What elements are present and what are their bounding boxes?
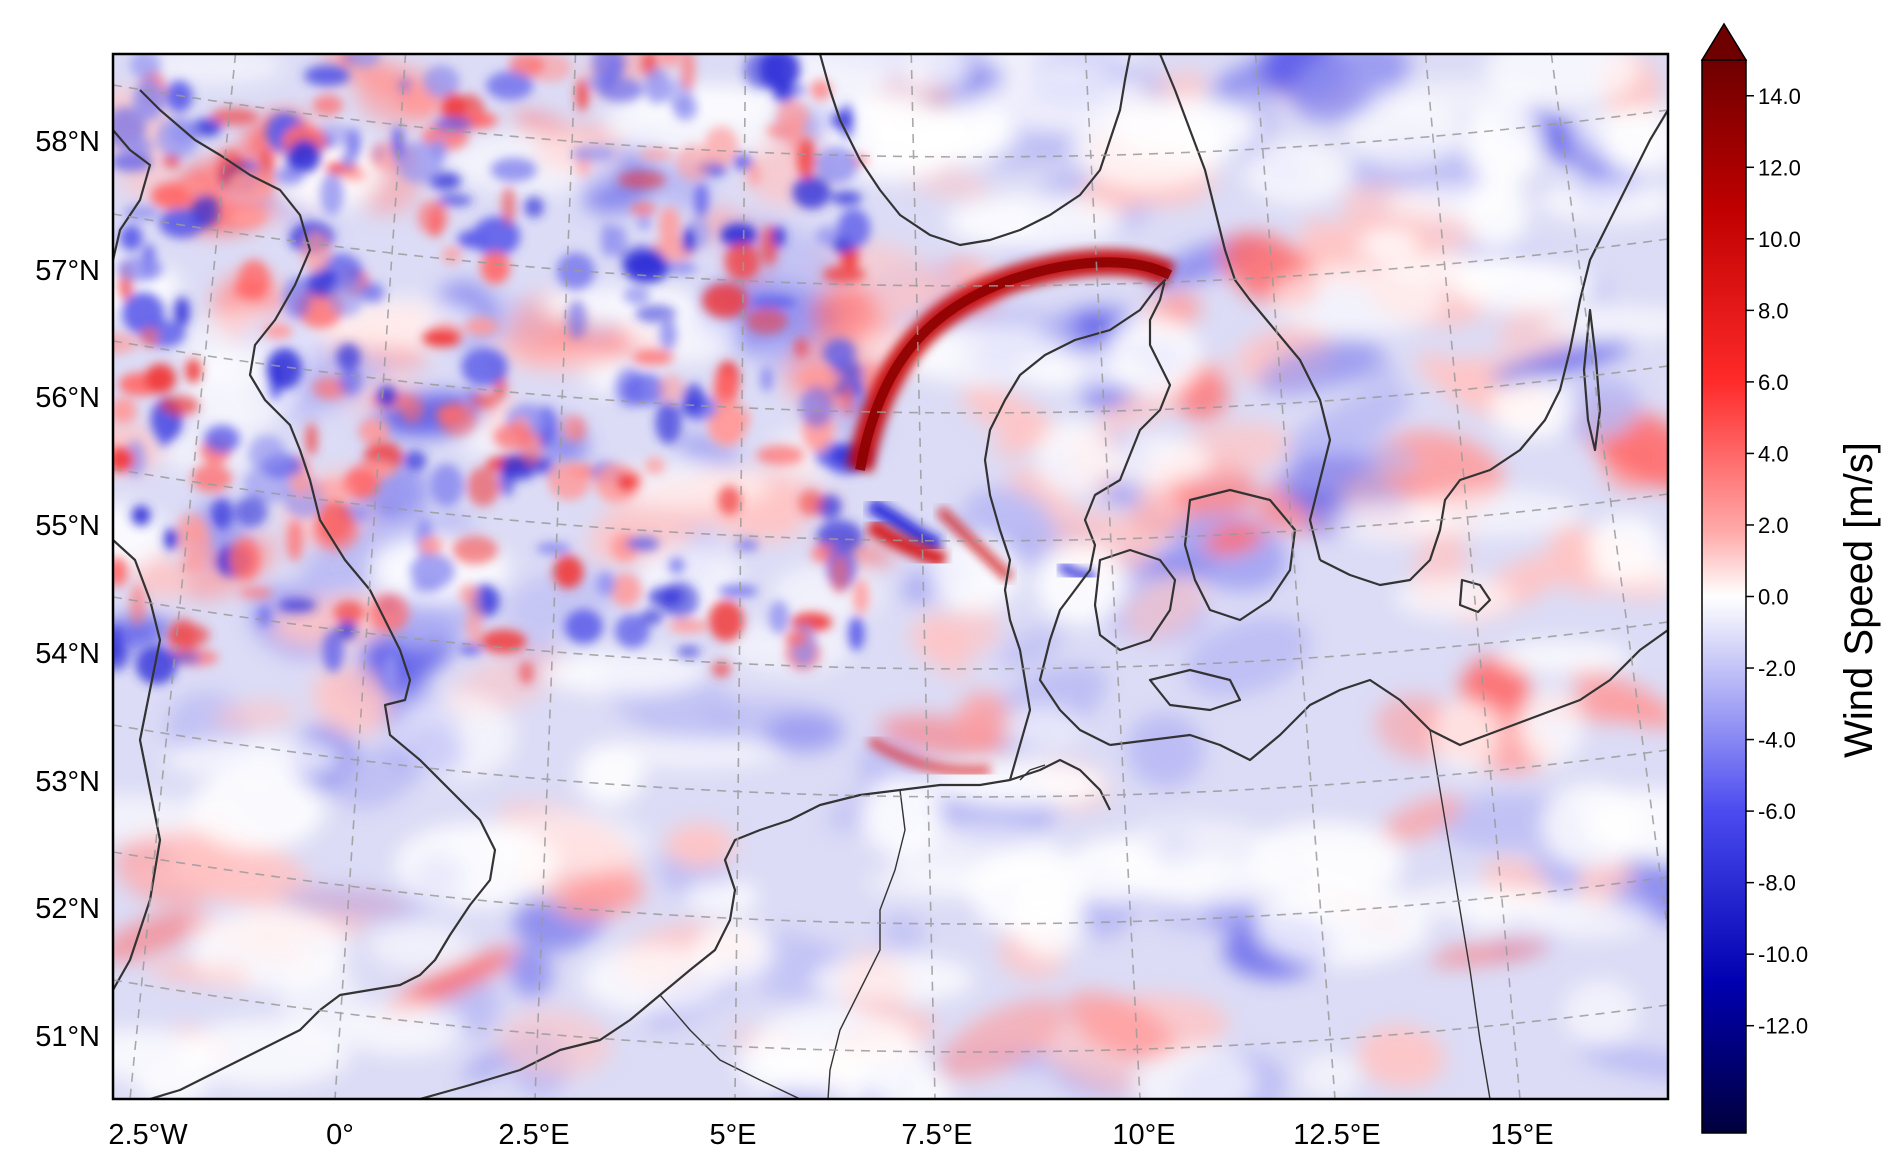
- graticule-meridian: [734, 54, 747, 1099]
- bornholm-island: [1458, 578, 1492, 614]
- lon-label-7p5e: 7.5°E: [901, 1119, 972, 1151]
- lat-label-58: 58°N: [35, 126, 100, 158]
- lat-label-56: 56°N: [35, 382, 100, 414]
- colorbar-tick-label: 12.0: [1758, 155, 1801, 180]
- graticule-meridian: [534, 54, 577, 1099]
- lon-label-2p5e: 2.5°E: [498, 1119, 569, 1151]
- lat-label-57: 57°N: [35, 255, 100, 287]
- lat-label-54: 54°N: [35, 638, 100, 670]
- map-panel: [111, 52, 1670, 1101]
- colorbar-tick-label: 0.0: [1758, 585, 1789, 610]
- graticule-meridian: [1084, 54, 1141, 1099]
- colorbar-tick-label: 2.0: [1758, 513, 1789, 538]
- baltic-south-coastline: [1109, 629, 1668, 762]
- colorbar-tick-label: 8.0: [1758, 298, 1789, 323]
- sweden-west-coastline: [1158, 54, 1332, 561]
- colorbar-tick-label: -12.0: [1758, 1014, 1808, 1039]
- national-borders: [659, 729, 1491, 1099]
- norway-coastline: [818, 54, 1132, 247]
- graticule-meridian: [910, 54, 936, 1099]
- wind-field-fine-pattern: [113, 54, 879, 692]
- colorbar-tick-label: -2.0: [1758, 656, 1796, 681]
- colorbar-tick-label: 10.0: [1758, 227, 1801, 252]
- lon-label-2p5w: 2.5°W: [108, 1119, 188, 1151]
- lat-label-51: 51°N: [35, 1021, 100, 1053]
- continental-coastline: [419, 758, 1111, 1099]
- colorbar-tick-label: -10.0: [1758, 942, 1808, 967]
- colorbar: 14.0 12.0 10.0 8.0 6.0 4.0 2.0 0.0 -2.0 -4.0 -6.0 -…: [1700, 22, 1881, 1134]
- colorbar-body: [1701, 59, 1747, 1134]
- colorbar-ticks: 14.0 12.0 10.0 8.0 6.0 4.0 2.0 0.0 -2.0 -4.0 -6.0 -…: [1746, 84, 1808, 1039]
- great-britain-west-coast: [113, 129, 152, 261]
- denmark-jutland-coastline: [983, 278, 1172, 781]
- lat-label-55: 55°N: [35, 510, 100, 542]
- coastlines: [113, 54, 1668, 1099]
- lon-label-15e: 15°E: [1490, 1119, 1553, 1151]
- irish-sea-coast: [113, 539, 162, 991]
- lon-label-5e: 5°E: [709, 1119, 756, 1151]
- colorbar-tick-label: 6.0: [1758, 370, 1789, 395]
- colorbar-tick-label: 4.0: [1758, 441, 1789, 466]
- colorbar-tick-label: -8.0: [1758, 871, 1796, 896]
- zealand-island: [1183, 488, 1297, 622]
- longitude-labels: 2.5°W 0° 2.5°E 5°E 7.5°E 10°E 12.5°E 15°…: [108, 1119, 1553, 1151]
- lat-label-53: 53°N: [35, 766, 100, 798]
- lolland-island: [1148, 668, 1242, 712]
- graticule-meridian: [334, 54, 407, 1099]
- lon-label-0: 0°: [326, 1119, 354, 1151]
- southern-sweden-coastline: [1319, 109, 1668, 587]
- lon-label-12p5e: 12.5°E: [1293, 1119, 1380, 1151]
- colorbar-tick-label: -6.0: [1758, 799, 1796, 824]
- graticule: [113, 54, 1668, 1099]
- latitude-labels: 58°N 57°N 56°N 55°N 54°N 53°N 52°N 51°N: [35, 126, 100, 1053]
- colorbar-label: Wind Speed [m/s]: [1837, 442, 1881, 758]
- oland-island: [1582, 308, 1602, 452]
- colorbar-tick-label: -4.0: [1758, 728, 1796, 753]
- lat-label-52: 52°N: [35, 893, 100, 925]
- colorbar-tick-label: 14.0: [1758, 84, 1801, 109]
- danish-islands: [1093, 548, 1177, 652]
- colorbar-extend-triangle: [1700, 22, 1748, 61]
- map-frame: [111, 52, 1670, 1101]
- lon-label-10e: 10°E: [1112, 1119, 1175, 1151]
- great-britain-coastline: [139, 89, 497, 1099]
